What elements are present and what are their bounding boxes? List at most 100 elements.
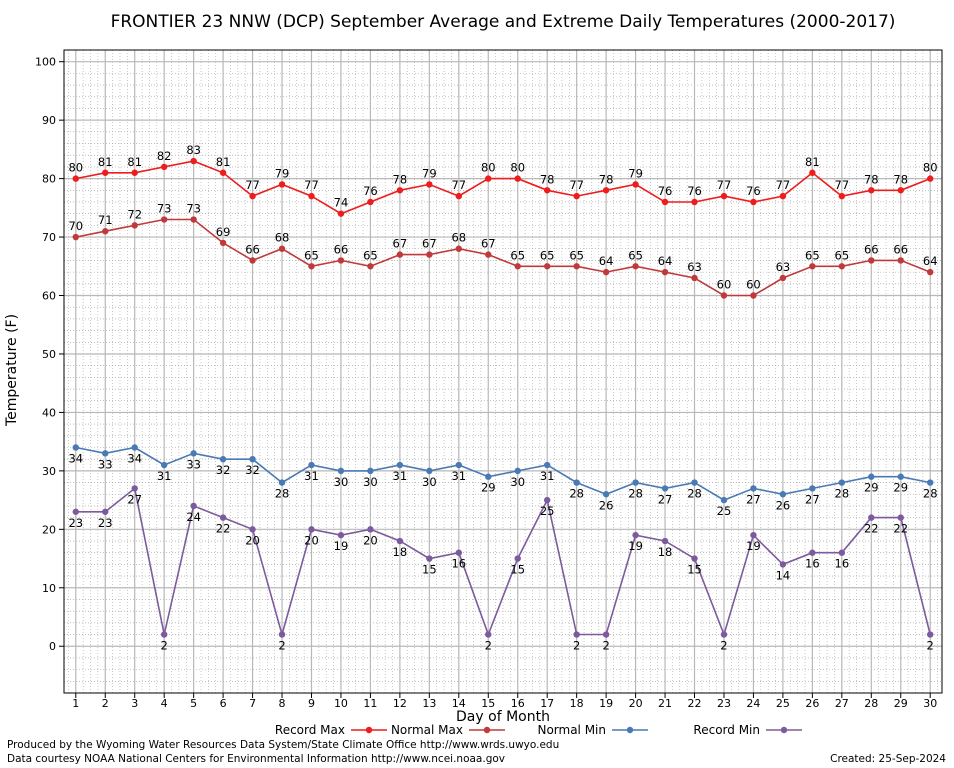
y-tick-label: 70	[42, 231, 56, 244]
normal-max-data-label: 73	[186, 202, 201, 216]
normal-max-series: 70 71 72 73 73 69 66 68 65 66 65 67 67 68 67 65 65 65 64 65…	[68, 202, 938, 299]
normal-max-point	[897, 257, 904, 264]
record-min-point	[426, 555, 433, 562]
x-tick-label: 11	[363, 697, 377, 710]
normal-max-point	[131, 222, 138, 229]
record-min-data-label: 15	[422, 563, 437, 577]
record-min-point	[750, 531, 757, 539]
normal-max-point	[543, 263, 551, 270]
y-tick-label: 50	[42, 348, 56, 361]
record-max-data-label: 76	[746, 184, 761, 198]
y-tick-label: 10	[42, 582, 56, 595]
record-min-point	[809, 549, 816, 556]
normal-min-data-label: 28	[687, 487, 702, 501]
record-max-data-label: 81	[98, 155, 113, 169]
record-max-point	[602, 187, 610, 194]
normal-max-point	[573, 263, 580, 270]
record-min-point	[278, 631, 286, 638]
normal-max-point	[102, 228, 109, 235]
record-min-point	[308, 526, 315, 533]
record-max-point	[426, 181, 433, 188]
record-max-data-label: 81	[216, 155, 231, 169]
record-min-point	[485, 631, 492, 638]
record-min-data-label: 27	[127, 492, 142, 506]
normal-min-data-label: 33	[186, 457, 201, 471]
normal-max-data-label: 64	[658, 254, 673, 268]
record-min-point	[367, 526, 374, 533]
x-tick-label: 26	[805, 697, 819, 710]
record-min-point	[868, 514, 875, 521]
x-tick-label: 21	[658, 697, 672, 710]
record-max-data-label: 79	[422, 166, 437, 180]
normal-min-data-label: 31	[157, 469, 172, 483]
normal-min-point	[838, 479, 846, 486]
record-min-point	[779, 561, 787, 568]
normal-min-point	[868, 473, 875, 480]
record-max-data-label: 78	[864, 172, 879, 186]
normal-min-data-label: 30	[510, 475, 525, 489]
record-max-point	[455, 192, 463, 200]
record-max-data-label: 80	[923, 161, 938, 175]
record-min-data-label: 2	[161, 639, 168, 653]
record-min-point	[927, 631, 934, 638]
record-max-data-label: 77	[835, 178, 850, 192]
record-max-data-label: 76	[363, 184, 378, 198]
record-max-point	[720, 192, 728, 200]
record-min-data-label: 16	[805, 557, 820, 571]
normal-min-point	[190, 450, 197, 457]
normal-max-data-label: 65	[510, 248, 525, 262]
record-max-point	[809, 169, 816, 176]
record-max-data-label: 78	[893, 172, 908, 186]
x-tick-label: 16	[511, 697, 525, 710]
normal-max-data-label: 65	[304, 248, 319, 262]
record-min-line	[75, 486, 931, 638]
record-max-point	[72, 175, 79, 182]
record-max-point	[190, 157, 197, 165]
x-tick-label: 18	[570, 697, 584, 710]
normal-min-series: 34 33 34 31 33 32 32 28 31 30 30 31 30 31 29 30 31 28 26 28…	[68, 444, 938, 518]
normal-max-point	[750, 292, 757, 299]
y-tick-label: 0	[49, 640, 56, 653]
normal-max-point	[72, 233, 79, 241]
y-tick-label: 60	[42, 290, 56, 303]
record-min-point	[160, 631, 168, 638]
record-min-data-label: 18	[393, 545, 408, 559]
record-min-data-label: 24	[186, 510, 201, 524]
record-max-point	[750, 198, 757, 206]
record-max-data-label: 81	[805, 155, 820, 169]
normal-max-point	[661, 268, 669, 276]
normal-min-point	[897, 473, 904, 480]
normal-max-data-label: 65	[569, 248, 584, 262]
normal-min-data-label: 29	[893, 481, 908, 495]
normal-max-data-label: 68	[275, 231, 290, 245]
y-axis-label: Temperature (F)	[4, 314, 20, 427]
record-max-data-label: 78	[599, 172, 614, 186]
normal-max-data-label: 66	[864, 242, 879, 256]
x-tick-label: 1	[72, 697, 79, 710]
normal-max-point	[720, 292, 728, 299]
record-min-data-label: 2	[927, 639, 934, 653]
record-min-point	[691, 555, 698, 562]
record-max-point	[337, 210, 345, 217]
footer-data-courtesy: Data courtesy NOAA National Centers for …	[7, 753, 505, 765]
normal-min-point	[102, 450, 109, 457]
normal-max-point	[632, 263, 639, 270]
normal-max-point	[602, 268, 610, 276]
normal-max-data-label: 69	[216, 225, 231, 239]
record-max-point	[367, 198, 374, 206]
record-min-point	[720, 631, 728, 638]
normal-min-data-label: 33	[98, 457, 113, 471]
footer-produced-by: Produced by the Wyoming Water Resources …	[7, 739, 559, 751]
normal-min-data-label: 27	[746, 492, 761, 506]
record-min-data-label: 2	[720, 639, 727, 653]
normal-min-data-label: 29	[481, 481, 496, 495]
normal-min-data-label: 31	[304, 469, 319, 483]
record-min-data-label: 19	[746, 539, 761, 553]
normal-min-point	[278, 479, 286, 486]
record-min-data-label: 20	[304, 533, 319, 547]
record-max-data-label: 78	[393, 172, 408, 186]
record-min-data-label: 16	[835, 557, 850, 571]
normal-min-data-label: 31	[540, 469, 555, 483]
record-min-point	[102, 508, 109, 515]
normal-min-data-label: 28	[275, 487, 290, 501]
